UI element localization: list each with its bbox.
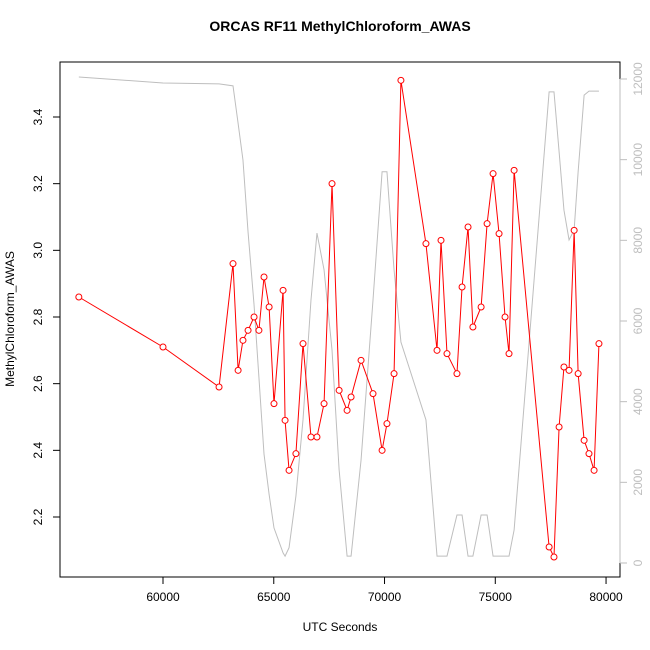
data-point: [343, 406, 351, 414]
data-point: [229, 260, 237, 268]
y-tick-label: 3.0: [31, 242, 45, 259]
data-point: [307, 433, 315, 441]
data-point: [501, 313, 509, 321]
data-point: [270, 400, 278, 408]
x-tick-label: 75000: [479, 590, 513, 604]
y2-tick-label: 0: [631, 559, 645, 566]
data-point: [585, 450, 593, 458]
data-point: [357, 356, 365, 364]
data-point: [555, 423, 563, 431]
data-point: [250, 313, 258, 321]
chart-title: ORCAS RF11 MethylChloroform_AWAS: [209, 18, 470, 34]
data-point: [443, 350, 451, 358]
data-point: [422, 240, 430, 248]
x-tick-label: 60000: [146, 590, 180, 604]
data-point: [234, 366, 242, 374]
data-point: [510, 166, 518, 174]
y-tick-label: 2.2: [31, 508, 45, 525]
data-point: [550, 553, 558, 561]
x-tick-label: 80000: [589, 590, 623, 604]
data-point: [458, 283, 466, 291]
data-point: [437, 236, 445, 244]
data-point: [244, 326, 252, 334]
y2-tick-label: 10000: [631, 143, 645, 177]
data-point: [595, 340, 603, 348]
series-line: [78, 76, 599, 558]
data-point: [390, 370, 398, 378]
data-point: [159, 343, 167, 351]
data-point: [453, 370, 461, 378]
y-tick-label: 2.6: [31, 375, 45, 392]
data-point: [574, 370, 582, 378]
data-point: [565, 366, 573, 374]
data-point: [285, 466, 293, 474]
data-point: [545, 543, 553, 551]
x-tick-label: 65000: [257, 590, 291, 604]
data-point: [495, 230, 503, 238]
data-point: [299, 340, 307, 348]
data-point: [335, 386, 343, 394]
data-point: [505, 350, 513, 358]
x-axis-label: UTC Seconds: [303, 620, 378, 634]
y-tick-label: 2.8: [31, 308, 45, 325]
data-point: [580, 436, 588, 444]
data-point: [570, 226, 578, 234]
data-point: [464, 223, 472, 231]
series-line: [78, 80, 600, 558]
data-point: [313, 433, 321, 441]
data-point: [320, 400, 328, 408]
data-point: [281, 416, 289, 424]
data-point: [255, 326, 263, 334]
data-point: [477, 303, 485, 311]
data-point: [265, 303, 273, 311]
data-point: [239, 336, 247, 344]
y-tick-label: 3.4: [31, 108, 45, 125]
data-point: [279, 286, 287, 294]
data-point: [469, 323, 477, 331]
y2-tick-label: 6000: [631, 307, 645, 334]
data-point: [560, 363, 568, 371]
y2-tick-label: 12000: [631, 62, 645, 96]
y-tick-label: 3.2: [31, 175, 45, 192]
data-point: [347, 393, 355, 401]
y2-tick-label: 8000: [631, 227, 645, 254]
data-point: [383, 420, 391, 428]
data-point: [215, 383, 223, 391]
data-point: [369, 390, 377, 398]
data-point: [433, 346, 441, 354]
data-point: [260, 273, 268, 281]
data-point: [292, 450, 300, 458]
data-point: [397, 76, 405, 84]
x-tick-label: 70000: [368, 590, 402, 604]
data-point: [75, 293, 83, 301]
y2-tick-label: 4000: [631, 388, 645, 415]
data-point: [489, 170, 497, 178]
data-point: [328, 180, 336, 188]
y2-tick-label: 2000: [631, 469, 645, 496]
data-point: [483, 220, 491, 228]
y-axis-label: MethylChloroform_AWAS: [3, 251, 17, 387]
data-point: [590, 466, 598, 474]
plot-frame: [59, 61, 621, 578]
data-point: [378, 446, 386, 454]
y-tick-label: 2.4: [31, 442, 45, 459]
